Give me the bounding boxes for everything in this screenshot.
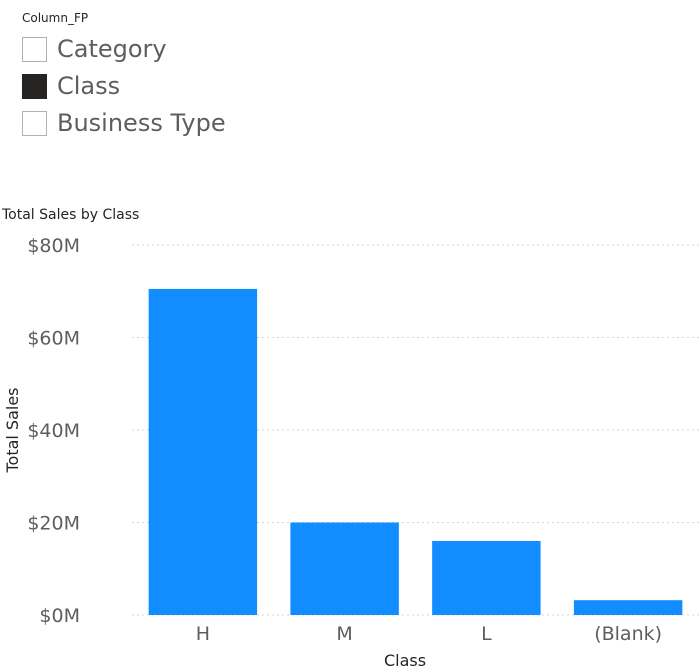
slicer-item-category[interactable]: Category (22, 35, 167, 63)
bar[interactable] (573, 600, 683, 615)
chart-title: Total Sales by Class (2, 207, 140, 223)
bar[interactable] (432, 541, 541, 615)
slicer-title: Column_FP (22, 11, 89, 25)
slicer-item-business-type[interactable]: Business Type (22, 109, 226, 137)
slicer-item-label: Business Type (57, 109, 226, 137)
bar[interactable] (290, 522, 399, 616)
y-tick-label: $0M (39, 605, 80, 627)
y-tick-label: $40M (27, 420, 80, 442)
slicer-item-label: Category (57, 35, 167, 63)
checkbox-business-type[interactable] (22, 110, 47, 136)
bar[interactable] (148, 288, 258, 615)
x-tick-label: L (481, 623, 492, 645)
slicer-item-label: Class (57, 72, 121, 100)
checkbox-category[interactable] (22, 36, 47, 62)
y-tick-label: $80M (27, 235, 80, 257)
x-tick-label: H (196, 623, 210, 645)
y-tick-label: $60M (27, 328, 80, 350)
slicer-panel: Column_FP Category Class Business Type (0, 0, 699, 150)
slicer-item-class[interactable]: Class (22, 72, 120, 100)
x-tick-label: M (336, 623, 352, 645)
checkbox-class[interactable] (22, 73, 47, 99)
x-axis-title: Class (384, 651, 426, 670)
x-tick-label: (Blank) (594, 623, 662, 645)
y-tick-label: $20M (27, 513, 80, 535)
y-axis-title: Total Sales (3, 387, 22, 473)
